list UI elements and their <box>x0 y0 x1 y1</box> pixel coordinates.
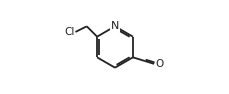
Text: Cl: Cl <box>64 27 74 37</box>
Text: O: O <box>154 59 163 69</box>
Text: N: N <box>110 21 119 31</box>
